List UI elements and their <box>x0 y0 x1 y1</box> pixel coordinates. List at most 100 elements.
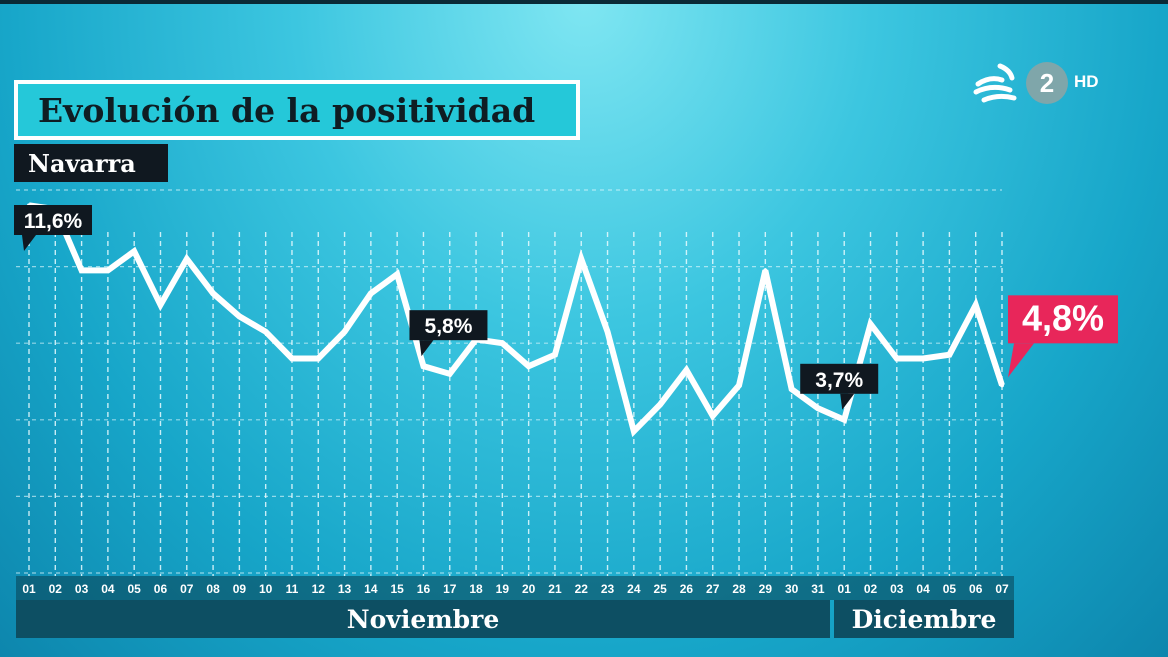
x-tick-label: 04 <box>101 582 115 596</box>
x-tick-label: 06 <box>969 582 983 596</box>
data-point <box>631 429 636 434</box>
callout-box <box>409 310 488 341</box>
x-tick-label: 17 <box>443 582 457 596</box>
x-tick-label: 03 <box>890 582 904 596</box>
x-tick-label: 16 <box>417 582 431 596</box>
data-point <box>579 256 584 261</box>
month-bar-diciembre: Diciembre <box>834 600 1014 638</box>
x-tick-label: 18 <box>469 582 483 596</box>
data-point <box>447 371 452 376</box>
month-bar-noviembre: Noviembre <box>16 600 830 638</box>
month-label: Noviembre <box>346 604 500 634</box>
x-tick-label: 12 <box>312 582 326 596</box>
x-tick-label: 02 <box>864 582 878 596</box>
data-point <box>973 302 978 307</box>
data-point <box>710 413 715 418</box>
data-point <box>526 364 531 369</box>
data-point <box>421 364 426 369</box>
data-point <box>79 268 84 273</box>
x-tick-label: 25 <box>653 582 667 596</box>
data-point <box>316 356 321 361</box>
x-tick-label: 03 <box>75 582 89 596</box>
data-point <box>368 291 373 296</box>
x-tick-label: 27 <box>706 582 720 596</box>
x-tick-label: 05 <box>128 582 142 596</box>
x-tick-label: 15 <box>390 582 404 596</box>
x-tick-label: 09 <box>233 582 247 596</box>
x-tick-label: 01 <box>838 582 852 596</box>
x-tick-label: 20 <box>522 582 536 596</box>
data-point <box>289 356 294 361</box>
x-tick-label: 19 <box>496 582 510 596</box>
callout-label: 11,6% <box>24 210 83 233</box>
channel-number: 2 <box>1026 62 1068 104</box>
x-tick-label: 07 <box>180 582 194 596</box>
x-tick-label: 06 <box>154 582 168 596</box>
callout-label: 3,7% <box>815 369 863 392</box>
title-box: Evolución de la positividad <box>14 80 580 140</box>
x-tick-label: 22 <box>575 582 589 596</box>
callout-layer: 11,6% 5,8% 3,7% 4,8% <box>14 205 1118 410</box>
data-point <box>395 272 400 277</box>
data-point <box>763 268 768 273</box>
data-point <box>237 314 242 319</box>
top-bar <box>0 0 1168 4</box>
callout-pointer <box>840 393 855 410</box>
callout-label: 5,8% <box>425 315 473 338</box>
chart-title: Evolución de la positividad <box>38 90 536 130</box>
chart-subtitle: Navarra <box>28 148 136 178</box>
data-point <box>552 352 557 357</box>
data-point <box>342 329 347 334</box>
x-tick-label: 14 <box>364 582 378 596</box>
x-tick-label: 11 <box>286 582 299 596</box>
callout-pointer <box>1008 343 1034 378</box>
x-tick-label: 29 <box>759 582 773 596</box>
callout-pointer <box>22 235 36 251</box>
x-tick-label: 30 <box>785 582 799 596</box>
data-point <box>105 268 110 273</box>
eitb-swirl-icon <box>973 63 1017 103</box>
hd-badge: HD <box>1074 72 1099 91</box>
x-tick-label: 13 <box>338 582 352 596</box>
x-tick-label: 26 <box>680 582 694 596</box>
data-point <box>684 368 689 373</box>
data-point <box>947 352 952 357</box>
callout-pointer <box>419 340 434 357</box>
x-tick-label: 31 <box>811 582 825 596</box>
x-tick-label: 28 <box>732 582 746 596</box>
x-tick-label: 05 <box>943 582 957 596</box>
data-point <box>658 402 663 407</box>
x-tick-label: 10 <box>259 582 273 596</box>
x-tick-label: 04 <box>916 582 930 596</box>
x-tick-label: 01 <box>22 582 36 596</box>
series-line <box>28 202 1005 438</box>
data-point <box>921 356 926 361</box>
data-point <box>1000 383 1004 388</box>
data-point <box>211 291 216 296</box>
series-layer <box>27 202 1005 438</box>
data-point <box>263 329 268 334</box>
data-point <box>894 356 899 361</box>
data-point <box>737 383 742 388</box>
x-tick-label: 07 <box>995 582 1009 596</box>
data-point <box>842 417 847 422</box>
callout-box <box>14 205 92 235</box>
data-point <box>158 302 163 307</box>
data-point <box>789 387 794 392</box>
callout-box <box>1008 295 1118 344</box>
data-point <box>605 329 610 334</box>
x-tick-label: 21 <box>548 582 562 596</box>
data-point <box>815 406 820 411</box>
x-axis: 01 02 03 04 05 06 07 08 09 10 11 12 13 14 15 16 17 18 19 20… <box>16 576 1014 600</box>
data-point <box>184 256 189 261</box>
data-point <box>868 322 873 327</box>
data-point <box>500 341 505 346</box>
x-tick-label: 23 <box>601 582 615 596</box>
x-tick-label: 08 <box>206 582 220 596</box>
callout-label: 4,8% <box>1022 297 1104 338</box>
x-tick-label: 02 <box>49 582 63 596</box>
data-point <box>132 249 137 254</box>
channel-logo: 2 HD <box>970 58 1110 110</box>
x-axis-band <box>16 576 1014 600</box>
